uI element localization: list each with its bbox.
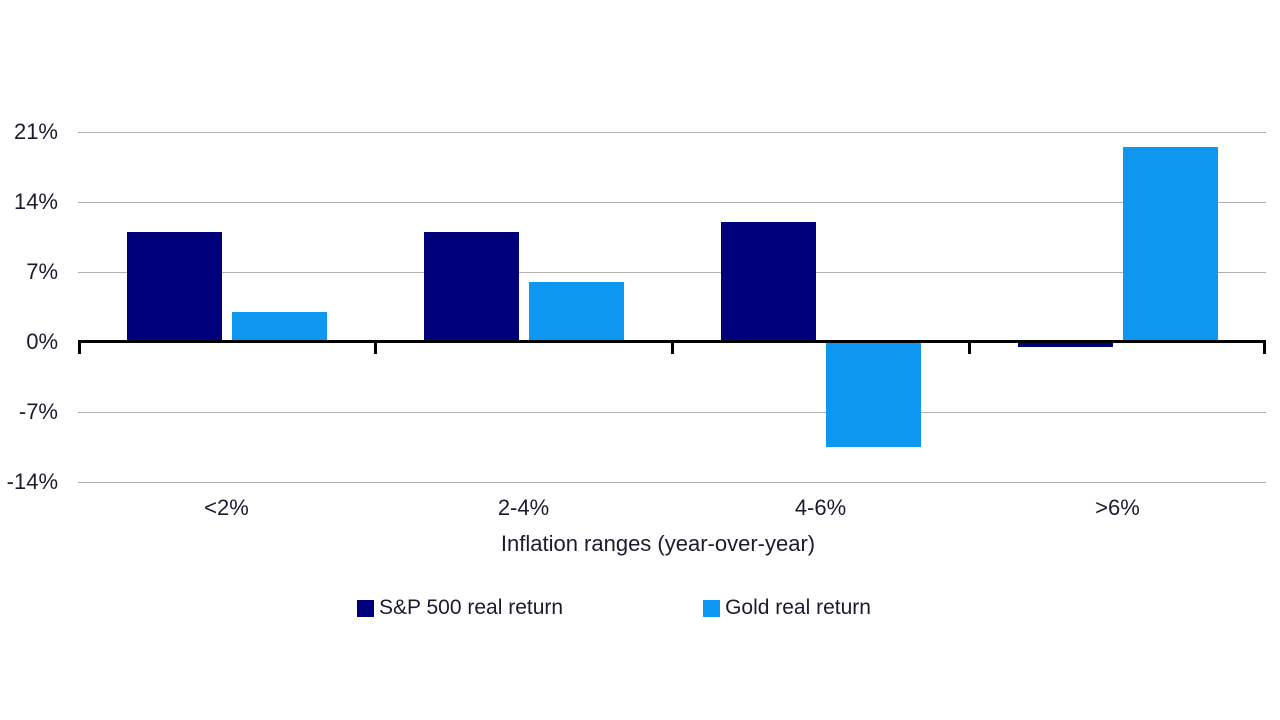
legend-swatch-icon xyxy=(703,599,721,617)
legend-swatch-icon xyxy=(357,599,374,617)
x-category-label-0: <2% xyxy=(204,495,249,520)
x-category-label-2: 4-6% xyxy=(794,495,847,520)
x-axis-tick-1 xyxy=(374,343,377,354)
bar-series0-cat1 xyxy=(424,232,519,342)
x-category-label-3: >6% xyxy=(1095,495,1140,520)
bar-series0-cat3 xyxy=(1018,342,1113,347)
x-axis-tick-2 xyxy=(671,343,674,354)
x-category-label-1: 2-4% xyxy=(497,495,550,520)
y-tick-label--14: -14% xyxy=(6,469,58,494)
bar-series1-cat3 xyxy=(1123,147,1218,342)
bar-series0-cat2 xyxy=(721,222,816,342)
legend-label-0: S&P 500 real return xyxy=(379,596,564,619)
y-tick-label-21: 21% xyxy=(13,119,58,144)
legend-item-1: Gold real return xyxy=(703,596,871,620)
x-axis-line xyxy=(78,340,1266,343)
legend-label-1: Gold real return xyxy=(725,596,871,619)
y-tick-label-0: 0% xyxy=(26,329,58,354)
gridline-7 xyxy=(78,272,1266,273)
x-axis-title: Inflation ranges (year-over-year) xyxy=(500,531,816,556)
x-axis-tick-4 xyxy=(1263,343,1266,354)
legend-item-0: S&P 500 real return xyxy=(357,596,563,620)
legend: S&P 500 real return Gold real return xyxy=(357,596,871,620)
bar-series1-cat2 xyxy=(826,342,921,447)
gridline--14 xyxy=(78,482,1266,483)
bar-series0-cat0 xyxy=(127,232,222,342)
y-tick-label-14: 14% xyxy=(13,189,58,214)
bar-series1-cat0 xyxy=(232,312,327,342)
y-tick-label--7: -7% xyxy=(18,399,58,424)
x-axis-tick-3 xyxy=(968,343,971,354)
gridline-21 xyxy=(78,132,1266,133)
y-tick-label-7: 7% xyxy=(26,259,58,284)
gridline--7 xyxy=(78,412,1266,413)
gridline-14 xyxy=(78,202,1266,203)
bar-series1-cat1 xyxy=(529,282,624,342)
x-axis-tick-0 xyxy=(78,343,81,354)
